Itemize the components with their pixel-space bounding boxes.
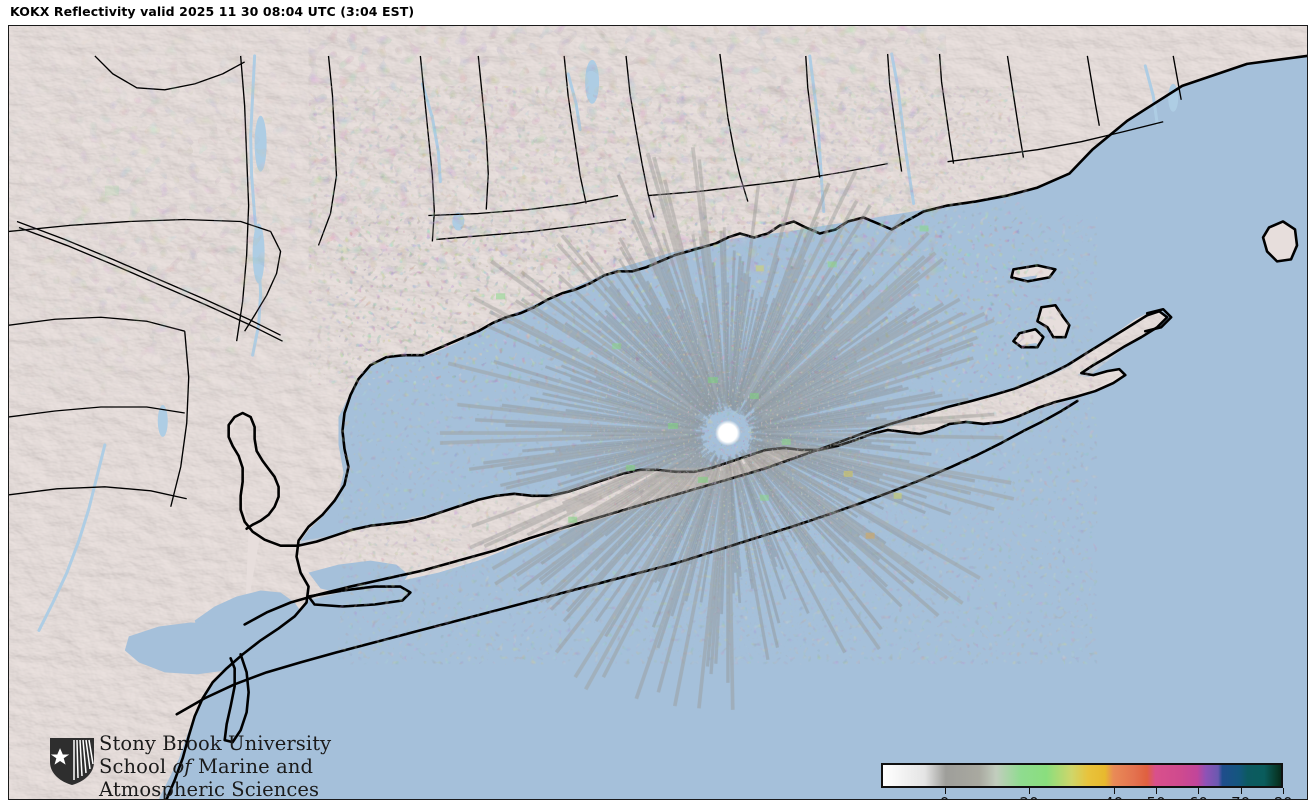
stream-b	[1143, 64, 1159, 126]
sandy-hook	[223, 653, 250, 744]
delaware-river	[37, 443, 107, 632]
lake-small-3	[157, 405, 168, 437]
radar-map-frame[interactable]: 0204050607080 Stony Brook University Sch…	[8, 25, 1308, 800]
page-title: KOKX Reflectivity valid 2025 11 30 08:04…	[10, 4, 415, 19]
radar-map-canvas[interactable]	[9, 26, 1307, 799]
montauk-tip	[1143, 307, 1173, 333]
title-bar: KOKX Reflectivity valid 2025 11 30 08:04…	[0, 0, 1316, 25]
radar-echo-layer	[9, 26, 1098, 710]
county-line-6	[9, 486, 187, 500]
radar-cone-of-silence	[714, 419, 741, 446]
block-island	[1263, 221, 1298, 262]
echo-green-speckle	[104, 185, 929, 539]
county-line-19	[1086, 55, 1100, 126]
ny-nj-border	[9, 406, 185, 418]
echo-block-coarse-nw	[9, 26, 349, 396]
raritan-bay	[124, 622, 255, 675]
county-line-20	[1172, 55, 1182, 100]
block-island-outline	[1261, 220, 1299, 263]
